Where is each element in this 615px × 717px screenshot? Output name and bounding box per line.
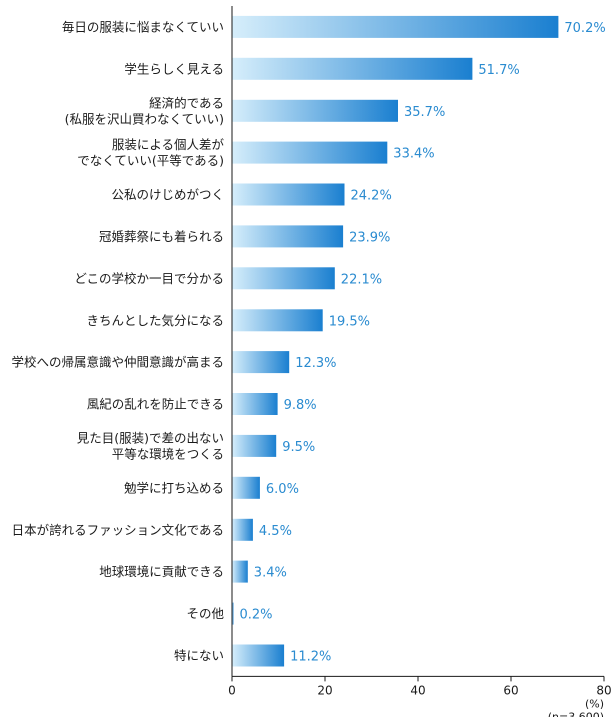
category-label-4: 公私のけじめがつく: [111, 187, 224, 202]
category-label-10-line-0: 見た目(服装)で差の出ない: [77, 430, 224, 445]
category-label-2-line-1: (私服を沢山買わなくていい): [65, 111, 224, 126]
value-labels-layer: 70.2% 51.7% 35.7% 33.4% 24.2% 23.9% 22.1% 19.5%…: [240, 21, 606, 665]
category-label-5-line-0: 冠婚葬祭にも着られる: [99, 229, 224, 244]
value-label-7: 19.5%: [329, 314, 370, 329]
category-labels-layer: 毎日の服装に悩まなくていい学生らしく見える経済的である(私服を沢山買わなくていい…: [11, 19, 224, 663]
category-label-7: きちんとした気分になる: [86, 313, 224, 328]
bars-layer: [232, 15, 559, 667]
category-label-6: どこの学校か一目で分かる: [74, 271, 224, 286]
bar-10: [232, 434, 277, 457]
unit-label: (%): [585, 697, 604, 710]
bar-1: [232, 57, 473, 80]
value-label-2: 35.7%: [404, 105, 445, 120]
value-label-1: 51.7%: [478, 63, 519, 78]
category-label-1-line-0: 学生らしく見える: [124, 61, 224, 76]
category-label-3: 服装による個人差がでなくていい(平等である): [77, 137, 224, 168]
category-label-9-line-0: 風紀の乱れを防止できる: [87, 397, 224, 412]
bar-13: [232, 560, 248, 583]
bar-0: [232, 15, 559, 38]
x-tick-label-1: 20: [317, 683, 332, 697]
bar-6: [232, 267, 335, 290]
value-label-12: 4.5%: [259, 524, 292, 539]
value-label-5: 23.9%: [349, 230, 390, 245]
category-label-11-line-0: 勉学に打ち込める: [124, 480, 224, 495]
category-label-10-line-1: 平等な環境をつくる: [112, 446, 224, 461]
category-label-3-line-1: でなくていい(平等である): [77, 153, 224, 168]
value-label-4: 24.2%: [351, 189, 392, 204]
bar-4: [232, 183, 345, 206]
value-label-10: 9.5%: [282, 440, 315, 455]
value-label-0: 70.2%: [564, 21, 605, 36]
x-tick-label-0: 0: [228, 683, 236, 697]
category-label-2: 経済的である(私服を沢山買わなくていい): [65, 95, 224, 126]
value-label-9: 9.8%: [284, 398, 317, 413]
category-label-15-line-0: 特にない: [174, 648, 224, 663]
x-axis: 0 20 40 60 80(%)(n=3,600): [228, 6, 612, 717]
category-label-2-line-0: 経済的である: [149, 95, 224, 110]
bar-14: [232, 602, 234, 625]
value-label-11: 6.0%: [266, 482, 299, 497]
value-label-15: 11.2%: [290, 650, 331, 665]
category-label-8: 学校への帰属意識や仲間意識が高まる: [11, 355, 224, 370]
category-label-5: 冠婚葬祭にも着られる: [99, 229, 224, 244]
bar-8: [232, 351, 290, 374]
x-tick-label-4: 80: [596, 683, 611, 697]
category-label-14: その他: [186, 606, 224, 621]
value-label-13: 3.4%: [254, 566, 287, 581]
bar-9: [232, 393, 278, 415]
sample-size-label: (n=3,600): [548, 710, 604, 717]
category-label-9: 風紀の乱れを防止できる: [87, 397, 224, 412]
category-label-11: 勉学に打ち込める: [124, 480, 224, 495]
bar-7: [232, 309, 323, 332]
bar-2: [232, 99, 398, 122]
category-label-15: 特にない: [174, 648, 224, 663]
category-label-8-line-0: 学校への帰属意識や仲間意識が高まる: [11, 355, 224, 370]
category-label-6-line-0: どこの学校か一目で分かる: [74, 271, 224, 286]
category-label-4-line-0: 公私のけじめがつく: [111, 187, 224, 202]
bar-5: [232, 225, 344, 248]
category-label-3-line-0: 服装による個人差が: [112, 137, 225, 152]
value-label-6: 22.1%: [341, 272, 382, 287]
category-label-13-line-0: 地球環境に貢献できる: [99, 564, 224, 579]
category-label-0: 毎日の服装に悩まなくていい: [62, 19, 224, 34]
bar-12: [232, 518, 253, 541]
value-label-14: 0.2%: [240, 608, 273, 623]
category-label-0-line-0: 毎日の服装に悩まなくていい: [62, 19, 224, 34]
bar-11: [232, 476, 260, 499]
category-label-12: 日本が誇れるファッション文化である: [12, 522, 224, 537]
x-tick-label-2: 40: [410, 683, 425, 697]
x-tick-label-3: 60: [503, 683, 518, 697]
category-label-10: 見た目(服装)で差の出ない平等な環境をつくる: [77, 430, 224, 461]
category-label-1: 学生らしく見える: [124, 61, 224, 76]
category-label-7-line-0: きちんとした気分になる: [86, 313, 224, 328]
bar-3: [232, 141, 388, 164]
category-label-12-line-0: 日本が誇れるファッション文化である: [12, 522, 224, 537]
category-label-13: 地球環境に貢献できる: [99, 564, 224, 579]
bar-15: [232, 644, 285, 667]
value-label-3: 33.4%: [393, 147, 434, 162]
value-label-8: 12.3%: [295, 356, 336, 371]
category-label-14-line-0: その他: [186, 606, 224, 621]
